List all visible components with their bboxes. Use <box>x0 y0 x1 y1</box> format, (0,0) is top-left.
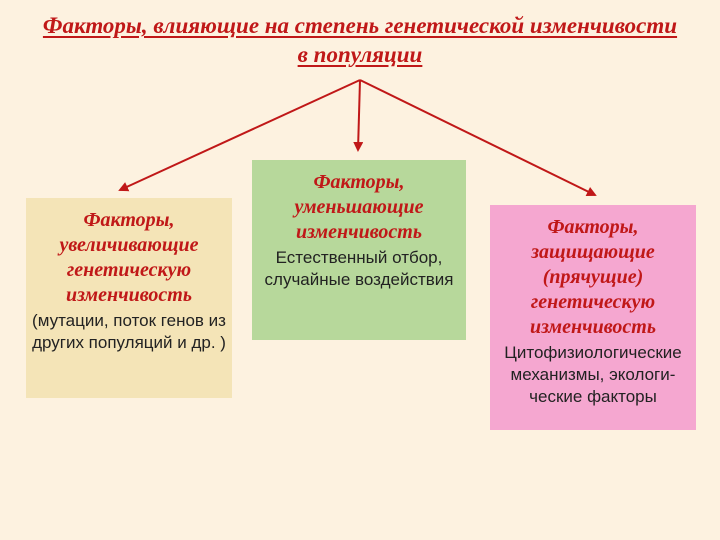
box-decreasing: Факторы, уменьшающие изменчивость Естест… <box>252 160 466 340</box>
arrow-mid <box>358 80 360 150</box>
box-decreasing-heading: Факторы, уменьшающие изменчивость <box>258 170 460 245</box>
box-protecting: Факторы, защищающие (прячущие) генетичес… <box>490 205 696 430</box>
box-protecting-heading: Факторы, защищающие (прячущие) генетичес… <box>496 215 690 340</box>
box-increasing-sub: (мутации, поток генов из других популяци… <box>32 310 226 354</box>
box-protecting-sub: Цитофизиологические механизмы, экологи­ч… <box>496 342 690 408</box>
box-increasing: Факторы, увеличивающие генетическую изме… <box>26 198 232 398</box>
box-increasing-heading: Факторы, увеличивающие генетическую изме… <box>32 208 226 308</box>
diagram-title: Факторы, влияющие на степень генетическо… <box>0 0 720 70</box>
box-decreasing-sub: Естественный отбор, случайные воздействи… <box>258 247 460 291</box>
